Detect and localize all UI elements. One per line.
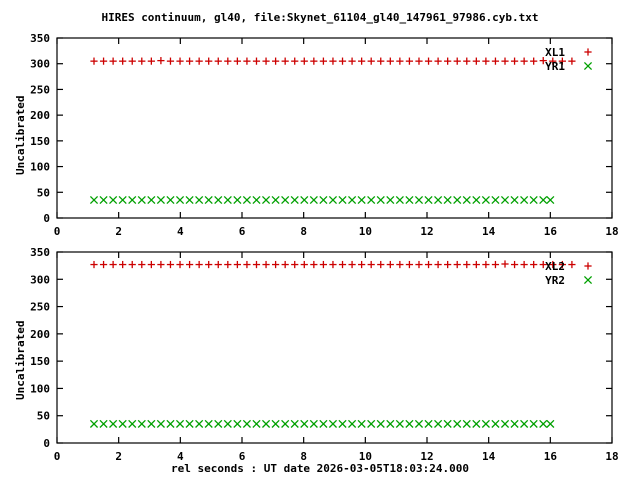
cross-marker xyxy=(583,61,593,71)
x-tick-label: 18 xyxy=(605,225,618,238)
plus-marker xyxy=(584,48,592,56)
x-tick-label: 0 xyxy=(54,450,61,463)
y-tick-label: 250 xyxy=(30,301,50,314)
y-tick-label: 350 xyxy=(30,246,50,259)
legend-label-xl1: XL1 xyxy=(545,46,565,59)
legend-label-yr2: YR2 xyxy=(545,274,565,287)
legend-label-yr1: YR1 xyxy=(545,60,565,73)
x-tick-label: 14 xyxy=(482,225,496,238)
x-tick-label: 2 xyxy=(115,450,122,463)
plot-frame xyxy=(56,37,613,219)
y-tick-label: 50 xyxy=(37,186,50,199)
x-tick-label: 16 xyxy=(544,225,558,238)
y-tick-label: 0 xyxy=(43,212,50,225)
y-tick-label: 50 xyxy=(37,410,50,423)
panel-top: 0 50 100 150 200 250 300 350 0 2 4 6 8 10 12 14 16 18 XL1Y… xyxy=(30,32,619,238)
x-tick-label: 16 xyxy=(544,450,558,463)
y-tick-label: 100 xyxy=(30,161,50,174)
x-axis-label: rel seconds : UT date 2026-03-05T18:03:2… xyxy=(170,462,469,475)
x-tick-label: 6 xyxy=(239,225,246,238)
y-tick-label: 200 xyxy=(30,109,50,122)
panel2-y-axis-label: Uncalibrated xyxy=(14,320,27,400)
series-xl2 xyxy=(90,260,576,269)
y-tick-label: 0 xyxy=(43,437,50,450)
x-tick-label: 8 xyxy=(300,225,307,238)
y-tick-label: 100 xyxy=(30,382,50,395)
y-tick-label: 200 xyxy=(30,328,50,341)
y-tick-label: 150 xyxy=(30,355,50,368)
y-tick-label: 300 xyxy=(30,58,50,71)
x-tick-label: 8 xyxy=(300,450,307,463)
y-tick-label: 300 xyxy=(30,273,50,286)
y-tick-label: 150 xyxy=(30,135,50,148)
series-xl1 xyxy=(90,57,576,65)
x-tick-label: 2 xyxy=(115,225,122,238)
x-tick-label: 4 xyxy=(177,450,184,463)
y-tick-label: 350 xyxy=(30,32,50,45)
x-tick-label: 12 xyxy=(420,450,433,463)
plot-frame xyxy=(56,251,613,444)
x-tick-label: 0 xyxy=(54,225,61,238)
x-tick-label: 4 xyxy=(177,225,184,238)
x-tick-label: 6 xyxy=(239,450,246,463)
x-tick-label: 14 xyxy=(482,450,496,463)
series-yr2 xyxy=(89,419,555,428)
x-tick-label: 18 xyxy=(605,450,618,463)
x-tick-label: 10 xyxy=(359,450,372,463)
panel1-y-axis-label: Uncalibrated xyxy=(14,95,27,175)
x-tick-label: 10 xyxy=(359,225,372,238)
y-tick-label: 250 xyxy=(30,83,50,96)
page-title: HIRES continuum, gl40, file:Skynet_61104… xyxy=(101,11,539,24)
panel-bottom: 0 50 100 150 200 250 300 350 0 2 4 6 8 10 12 14 16 18 XL2Y… xyxy=(30,246,619,463)
x-tick-label: 12 xyxy=(420,225,433,238)
legend-label-xl2: XL2 xyxy=(545,260,565,273)
plus-marker xyxy=(584,262,592,270)
cross-marker xyxy=(583,275,593,285)
series-yr1 xyxy=(89,195,555,205)
